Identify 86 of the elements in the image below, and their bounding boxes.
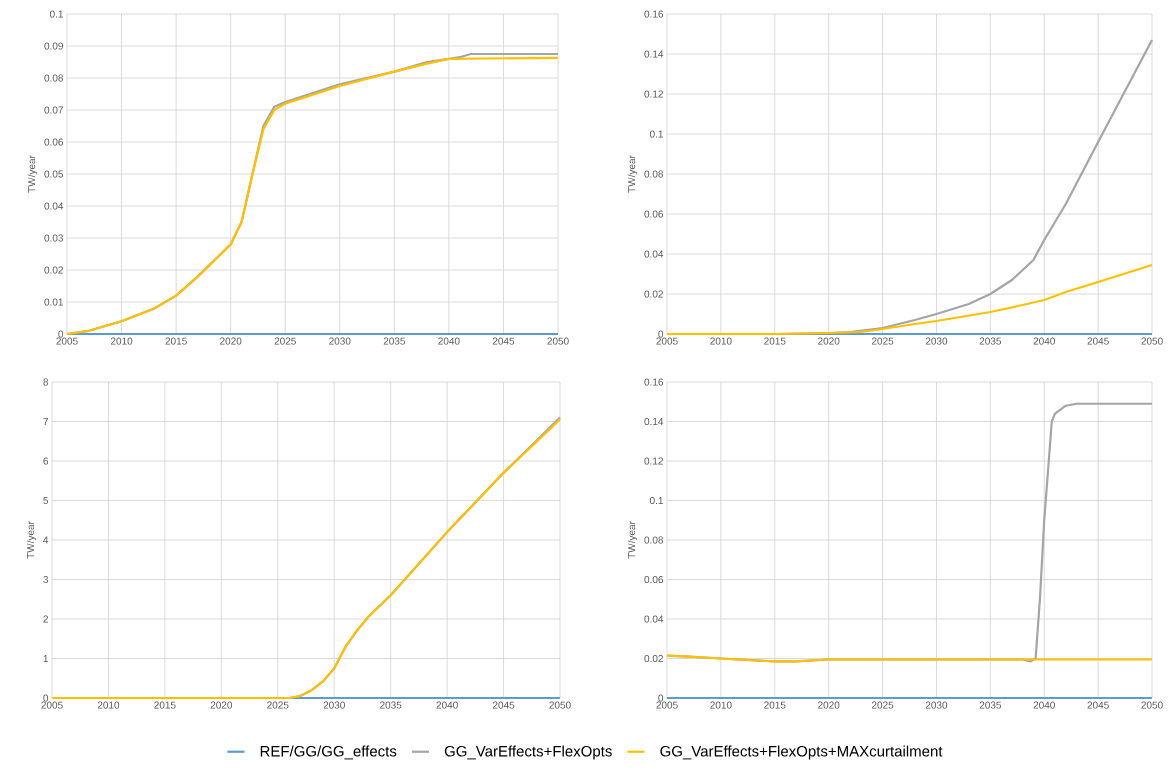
x-tick-label: 2030: [323, 701, 345, 709]
y-tick-label: 0.04: [44, 202, 64, 210]
x-tick-label: 2035: [383, 337, 406, 345]
x-tick-label: 2005: [56, 337, 78, 345]
x-tick-label: 2020: [818, 701, 840, 709]
y-tick-label: 0.06: [644, 210, 664, 218]
x-tick-label: 2045: [492, 701, 515, 709]
y-tick-label: 0.14: [644, 50, 664, 58]
y-axis-title: TW/year: [27, 155, 38, 193]
x-tick-label: 2035: [979, 337, 1002, 345]
y-tick-label: 0.1: [49, 10, 63, 18]
y-tick-label: 5: [43, 497, 49, 504]
x-tick-label: 2030: [925, 337, 948, 345]
x-tick-label: 2005: [41, 701, 63, 709]
y-tick-label: 0.12: [644, 457, 663, 465]
y-tick-label: 0.02: [644, 290, 663, 298]
x-tick-label: 2005: [656, 701, 678, 709]
y-tick-label: 0.01: [44, 298, 63, 306]
x-tick-label: 2020: [818, 337, 840, 345]
y-tick-label: 0.02: [644, 654, 663, 663]
x-tick-label: 2050: [549, 701, 571, 709]
y-tick-label: 0.1: [649, 130, 663, 138]
y-tick-label: 2: [43, 615, 48, 623]
y-tick-label: 0: [658, 330, 664, 338]
x-tick-label: 2025: [871, 337, 894, 345]
y-tick-label: 0.14: [644, 417, 664, 426]
y-tick-label: 0.08: [644, 170, 664, 178]
x-tick-label: 2030: [925, 701, 948, 709]
x-tick-label: 2015: [154, 701, 176, 709]
y-tick-label: 4: [43, 536, 49, 544]
y-tick-label: 0.1: [649, 496, 663, 505]
y-tick-label: 6: [43, 457, 49, 465]
x-tick-label: 2050: [547, 337, 569, 345]
y-axis-title: TW/year: [627, 521, 638, 559]
y-tick-label: 7: [43, 418, 48, 425]
y-tick-label: 0.02: [44, 266, 63, 274]
x-tick-label: 2035: [979, 701, 1002, 709]
y-tick-label: 0: [58, 330, 64, 338]
x-tick-label: 2010: [710, 337, 732, 345]
y-tick-label: 0: [43, 694, 49, 702]
y-tick-label: 0.04: [644, 615, 664, 623]
y-tick-label: 0.05: [44, 170, 64, 178]
y-tick-label: 0.07: [44, 106, 63, 114]
x-tick-label: 2010: [110, 337, 133, 345]
x-tick-label: 2040: [1033, 701, 1055, 709]
y-axis-title: TW/year: [627, 155, 638, 193]
x-tick-label: 2010: [97, 701, 120, 709]
x-tick-label: 2020: [220, 337, 242, 345]
legend-label: GG_VarEffects+FlexOpts: [444, 745, 612, 760]
legend-label: REF/GG/GG_effects: [260, 745, 397, 760]
y-tick-label: 0.06: [44, 138, 64, 146]
x-tick-label: 2045: [1087, 701, 1109, 709]
y-tick-label: 0.16: [644, 378, 664, 386]
x-tick-label: 2040: [1033, 337, 1055, 345]
y-tick-label: 0.06: [644, 575, 664, 584]
y-tick-label: 0.09: [44, 42, 63, 50]
x-tick-label: 2010: [710, 701, 732, 709]
y-axis-title: TW/year: [26, 521, 37, 559]
x-tick-label: 2045: [1087, 337, 1109, 345]
y-tick-label: 0.12: [644, 90, 663, 98]
x-tick-label: 2040: [438, 337, 460, 345]
y-tick-label: 3: [43, 575, 49, 584]
y-tick-label: 0.03: [44, 234, 64, 242]
legend-label: GG_VarEffects+FlexOpts+MAXcurtailment: [660, 745, 943, 760]
x-tick-label: 2030: [329, 337, 351, 345]
line-series: [665, 263, 1154, 336]
x-tick-label: 2015: [165, 337, 187, 345]
x-tick-label: 2050: [1141, 701, 1163, 709]
x-tick-label: 2025: [267, 701, 289, 709]
x-tick-label: 2015: [764, 337, 786, 345]
x-tick-label: 2050: [1141, 337, 1163, 345]
x-tick-label: 2025: [274, 337, 296, 345]
x-tick-label: 2005: [656, 337, 678, 345]
x-tick-label: 2025: [871, 701, 894, 709]
x-tick-label: 2020: [210, 701, 233, 709]
y-tick-label: 8: [43, 378, 49, 386]
x-tick-label: 2040: [436, 701, 458, 709]
y-tick-label: 1: [43, 655, 48, 662]
y-tick-label: 0.04: [644, 250, 664, 258]
x-tick-label: 2045: [492, 337, 515, 345]
y-tick-label: 0.08: [644, 536, 664, 544]
y-tick-label: 0.16: [644, 10, 664, 18]
x-tick-label: 2015: [764, 701, 786, 709]
x-tick-label: 2035: [380, 701, 402, 709]
y-tick-label: 0.08: [44, 74, 64, 82]
y-tick-label: 0: [658, 694, 664, 702]
